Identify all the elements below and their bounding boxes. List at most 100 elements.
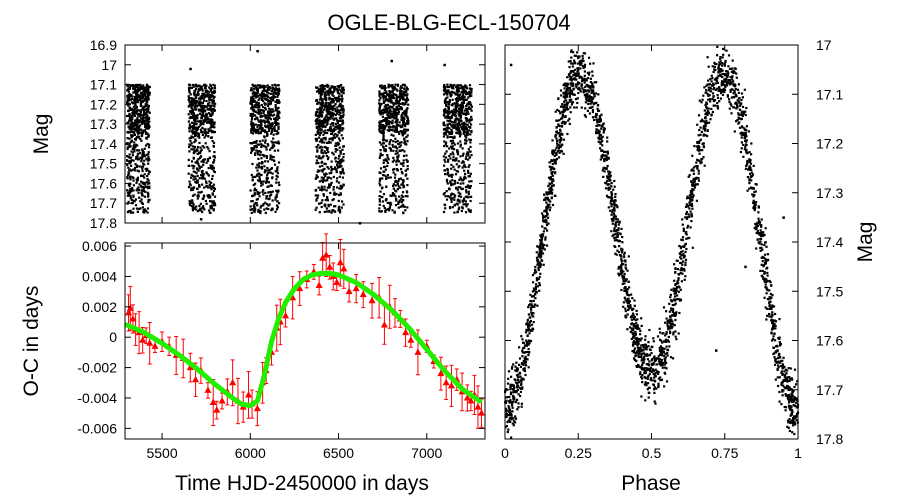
lightcurve-point bbox=[399, 87, 402, 90]
lightcurve-point bbox=[402, 98, 405, 101]
lightcurve-point bbox=[379, 97, 382, 100]
lightcurve-point bbox=[385, 185, 388, 188]
lightcurve-point bbox=[257, 164, 260, 168]
lightcurve-point bbox=[273, 121, 276, 124]
phased-point bbox=[705, 84, 708, 87]
lightcurve-point bbox=[405, 143, 408, 146]
lightcurve-point bbox=[455, 187, 458, 190]
lightcurve-point bbox=[393, 159, 396, 162]
phased-point bbox=[585, 79, 588, 82]
lightcurve-point bbox=[470, 115, 473, 118]
lightcurve-point bbox=[195, 100, 198, 103]
lightcurve-point bbox=[396, 140, 399, 143]
lightcurve-point bbox=[339, 193, 342, 196]
lightcurve-ytick-label: 17.7 bbox=[90, 195, 117, 211]
lightcurve-point bbox=[315, 119, 319, 122]
lightcurve-point bbox=[143, 155, 146, 158]
phased-point bbox=[642, 361, 645, 364]
lightcurve-point bbox=[470, 109, 473, 112]
lightcurve-point bbox=[130, 84, 133, 87]
lightcurve-point bbox=[269, 118, 272, 121]
lightcurve-point bbox=[407, 120, 410, 123]
lightcurve-point bbox=[386, 174, 389, 177]
lightcurve-point bbox=[190, 204, 193, 208]
lightcurve-point bbox=[328, 90, 331, 93]
oc-point bbox=[326, 263, 334, 270]
lightcurve-point bbox=[388, 207, 391, 210]
lightcurve-point bbox=[139, 111, 142, 114]
phased-point bbox=[593, 81, 596, 84]
lightcurve-point bbox=[446, 85, 449, 89]
phased-point bbox=[788, 399, 791, 402]
lightcurve-point bbox=[332, 95, 335, 98]
lightcurve-point bbox=[332, 91, 335, 94]
phased-point bbox=[631, 312, 635, 315]
lightcurve-point bbox=[193, 127, 196, 130]
lightcurve-point bbox=[341, 97, 344, 100]
lightcurve-point bbox=[142, 114, 145, 117]
lightcurve-point bbox=[320, 97, 323, 100]
lightcurve-point bbox=[256, 106, 259, 109]
lightcurve-point bbox=[262, 180, 265, 183]
lightcurve-point bbox=[259, 153, 262, 157]
lightcurve-point bbox=[137, 170, 140, 173]
lightcurve-point bbox=[320, 92, 323, 95]
phased-point bbox=[521, 349, 524, 352]
lightcurve-point bbox=[406, 116, 409, 119]
phased-point bbox=[528, 321, 531, 324]
lightcurve-point bbox=[273, 159, 276, 163]
lightcurve-point bbox=[141, 206, 144, 209]
lightcurve-point bbox=[146, 94, 149, 97]
lightcurve-point bbox=[467, 103, 470, 106]
phased-point bbox=[672, 309, 675, 312]
lightcurve-point bbox=[330, 107, 333, 110]
lightcurve-point bbox=[404, 174, 407, 177]
lightcurve-point bbox=[134, 83, 138, 87]
lightcurve-point bbox=[139, 207, 142, 210]
lightcurve-point bbox=[388, 143, 391, 146]
lightcurve-point bbox=[341, 100, 344, 103]
lightcurve-point bbox=[201, 104, 204, 107]
phased-point bbox=[527, 366, 530, 369]
phased-point bbox=[684, 250, 687, 254]
lightcurve-point bbox=[269, 158, 272, 161]
lightcurve-point bbox=[468, 126, 472, 129]
oc-point bbox=[146, 339, 154, 346]
lightcurve-point bbox=[462, 91, 466, 94]
lightcurve-point bbox=[213, 95, 216, 98]
lightcurve-point bbox=[138, 99, 141, 102]
lightcurve-point bbox=[195, 85, 198, 88]
phased-point bbox=[721, 62, 724, 65]
lightcurve-point bbox=[139, 83, 142, 86]
lightcurve-point bbox=[381, 200, 384, 203]
phased-point bbox=[679, 256, 682, 259]
lightcurve-point bbox=[209, 89, 212, 92]
lightcurve-point bbox=[135, 157, 138, 160]
lightcurve-point bbox=[392, 107, 395, 110]
oc-xtick-label: 6000 bbox=[235, 445, 266, 461]
lightcurve-point bbox=[398, 121, 401, 124]
lightcurve-point bbox=[262, 129, 265, 133]
oc-point bbox=[209, 398, 217, 406]
lightcurve-point bbox=[203, 92, 206, 95]
lightcurve-point bbox=[140, 85, 143, 88]
lightcurve-point bbox=[126, 163, 129, 167]
lightcurve-point bbox=[378, 195, 381, 198]
lightcurve-point bbox=[459, 84, 462, 87]
lightcurve-point bbox=[464, 172, 467, 175]
lightcurve-point bbox=[339, 150, 342, 153]
lightcurve-point bbox=[143, 209, 146, 212]
lightcurve-point bbox=[198, 136, 201, 139]
lightcurve-point bbox=[274, 117, 277, 120]
lightcurve-point bbox=[332, 129, 335, 133]
lightcurve-point bbox=[131, 95, 134, 98]
lightcurve-point bbox=[132, 211, 135, 214]
lightcurve-point bbox=[209, 211, 212, 214]
lightcurve-point bbox=[334, 144, 337, 147]
lightcurve-point bbox=[318, 125, 321, 128]
lightcurve-point bbox=[191, 132, 195, 135]
phased-point bbox=[548, 165, 551, 168]
lightcurve-point bbox=[253, 192, 256, 195]
lightcurve-point bbox=[320, 139, 323, 142]
lightcurve-point bbox=[277, 101, 281, 104]
